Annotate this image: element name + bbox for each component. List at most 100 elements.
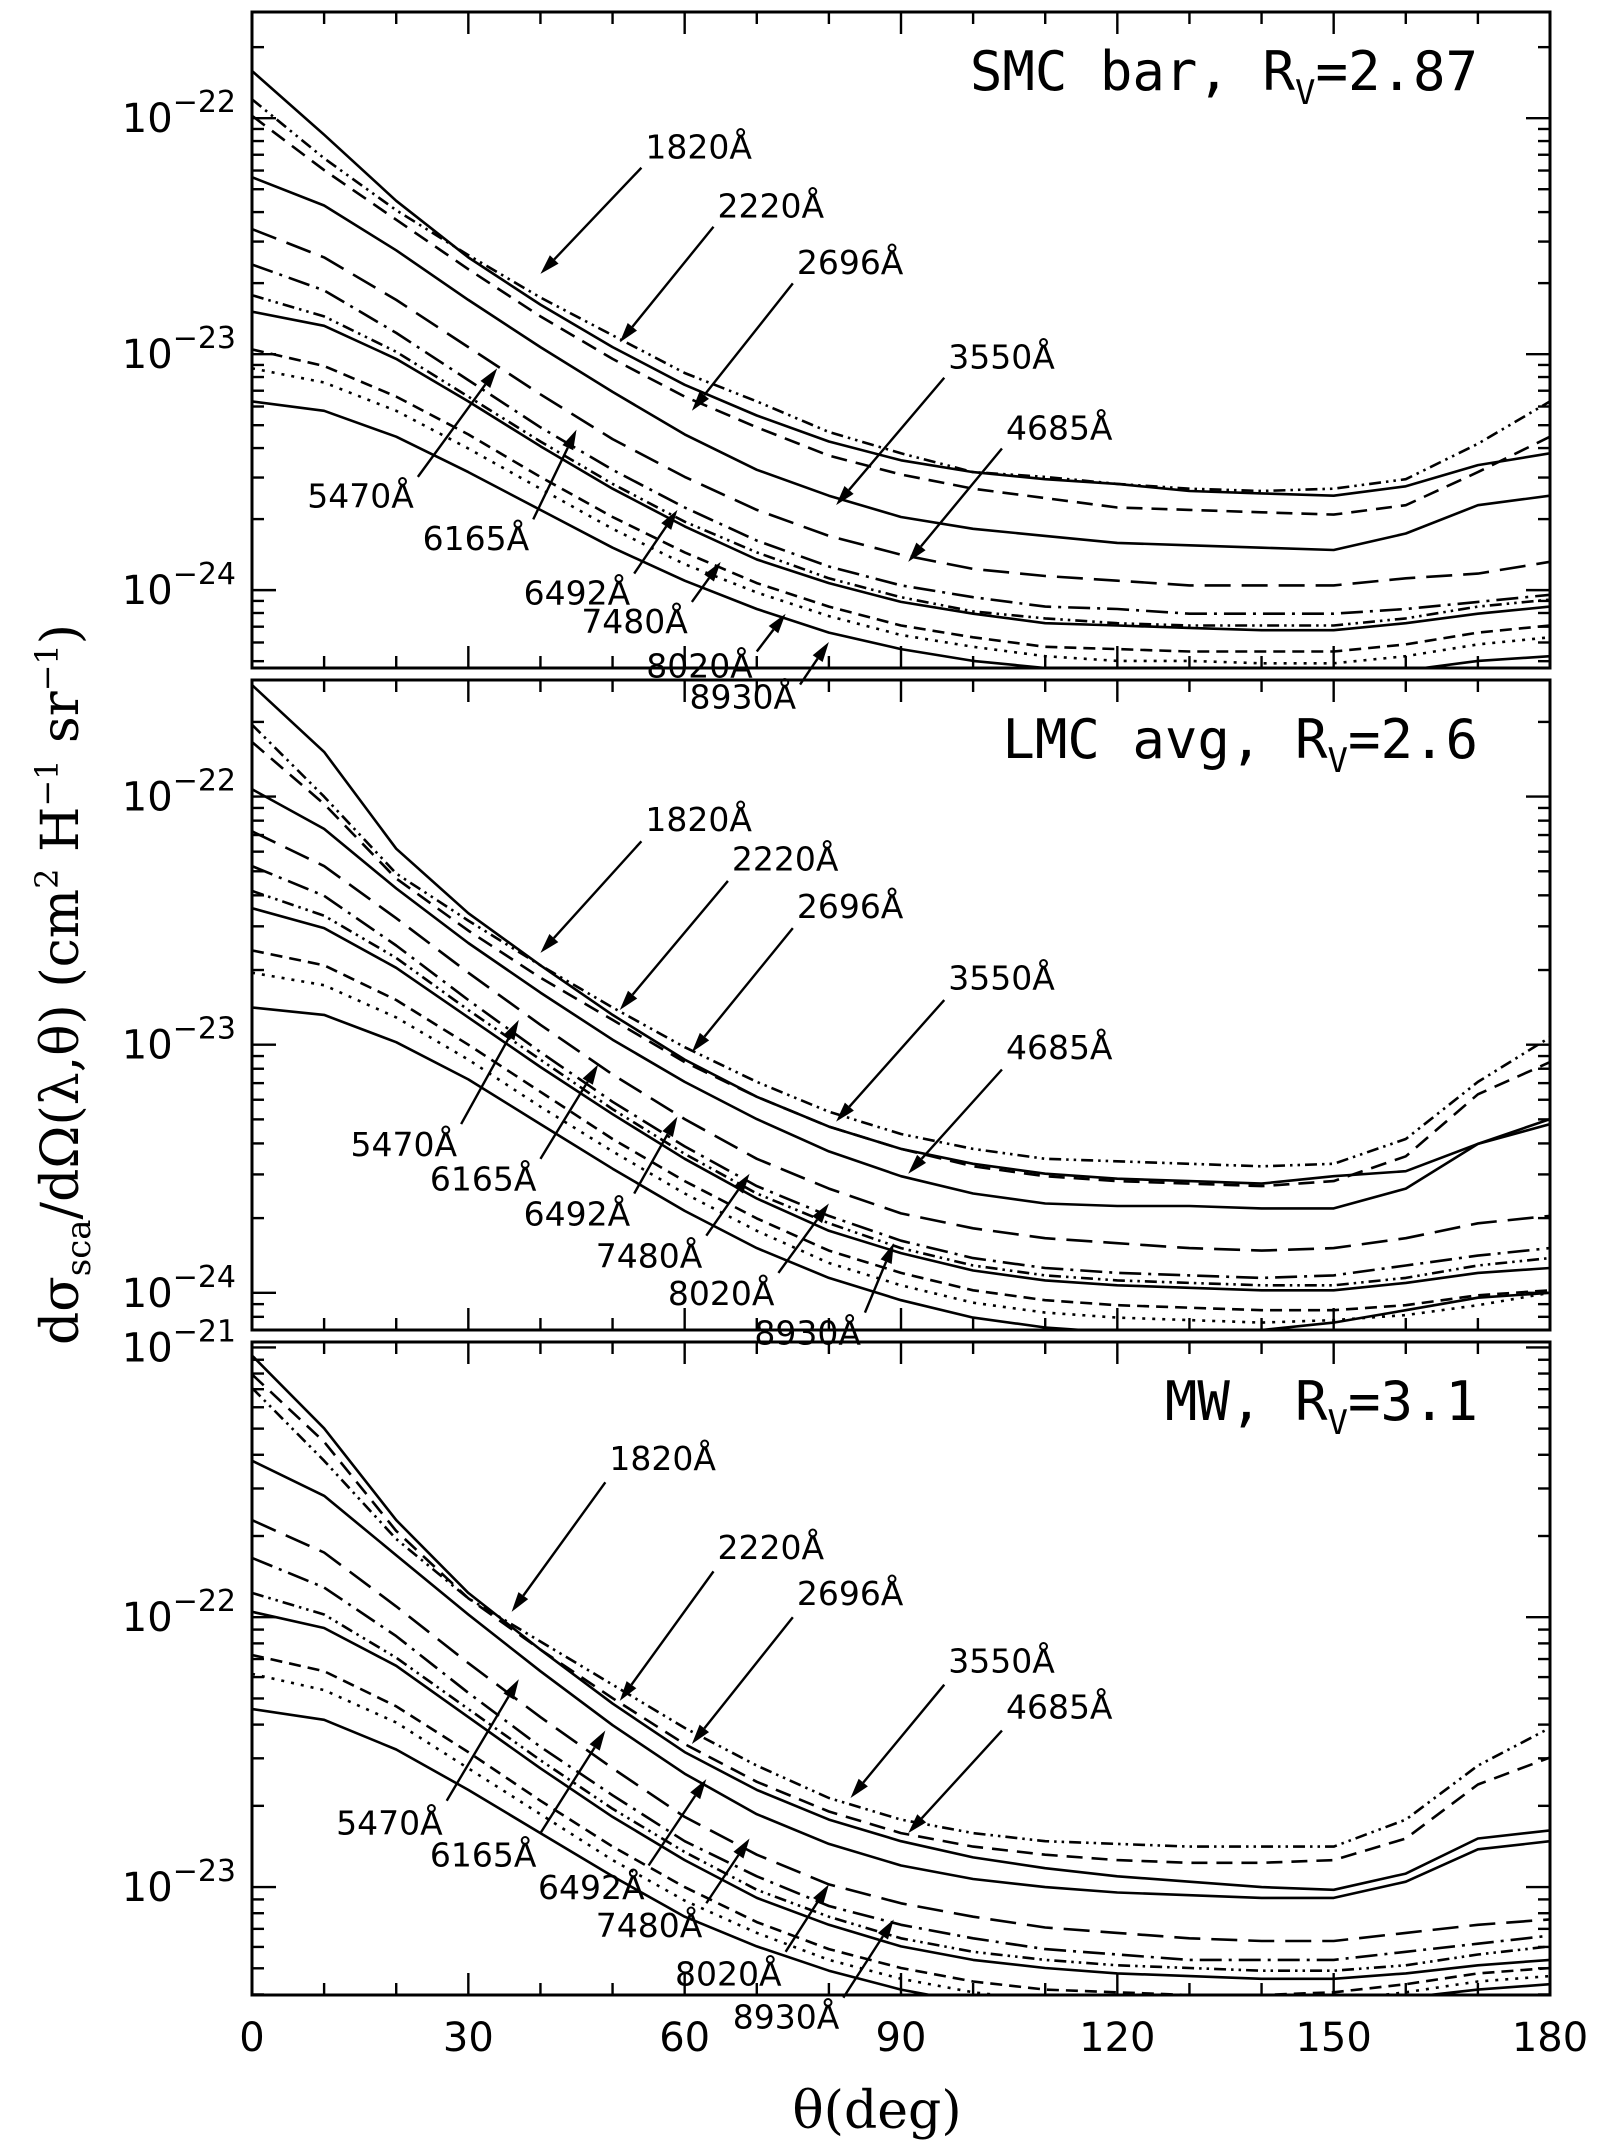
x-tick-label: 180: [1512, 2015, 1588, 2061]
x-tick-label: 60: [659, 2015, 710, 2061]
arrow-head: [691, 391, 710, 411]
arrow-1820A: [540, 166, 643, 274]
arrow-7480A: [690, 561, 721, 603]
arrow-head: [619, 990, 638, 1010]
y-label-rest: /dΩ(λ,θ) (cm: [31, 889, 91, 1220]
arrow-shaft: [784, 1900, 820, 1953]
arrow-shaft: [631, 225, 715, 328]
arrow-5470A: [445, 1679, 519, 1802]
y-tick-base: 10: [122, 1325, 173, 1371]
y-label-h-exp: −1: [28, 759, 66, 806]
panel-title-sub: V: [1295, 73, 1315, 113]
series-line-2696A: [252, 1373, 1550, 1865]
arrow-2220A: [619, 880, 729, 1010]
y-tick-label: 10−23: [122, 1012, 236, 1069]
y-tick-label: 10−23: [122, 1854, 236, 1911]
arrow-shaft: [705, 1189, 740, 1237]
y-tick-exponent: −22: [173, 764, 236, 799]
panel-title: MW, RV=3.1: [1165, 1370, 1478, 1443]
arrow-head: [880, 1243, 894, 1264]
wavelength-label: 3550Å: [948, 337, 1055, 377]
x-axis-label: θ(deg): [792, 2081, 961, 2141]
arrow-shaft: [690, 577, 711, 603]
wavelength-label: 4685Å: [1006, 1027, 1113, 1067]
arrow-2220A: [619, 1570, 715, 1701]
arrow-shaft: [842, 1935, 884, 1999]
series-line-3550A: [252, 788, 1550, 1210]
arrow-8930A: [863, 1243, 894, 1314]
wavelength-label: 7480Å: [596, 1236, 703, 1276]
arrow-1820A: [511, 1481, 607, 1612]
arrow-3550A: [836, 376, 946, 506]
arrow-6165A: [532, 429, 577, 520]
y-tick-exponent: −24: [173, 1260, 236, 1295]
x-tick-label: 0: [239, 2015, 264, 2061]
arrow-6492A: [647, 1779, 707, 1867]
arrow-3550A: [836, 999, 946, 1122]
wavelength-label: 3550Å: [948, 958, 1055, 998]
y-tick-base: 10: [122, 775, 173, 821]
wavelength-label: 2220Å: [718, 185, 825, 225]
arrow-head: [562, 429, 577, 451]
series-group: [252, 70, 1550, 668]
panel-title: LMC avg, RV=2.6: [1002, 708, 1478, 781]
y-tick-base: 10: [122, 96, 173, 142]
arrow-head: [503, 1679, 519, 1700]
panel-title: SMC bar, RV=2.87: [970, 40, 1478, 113]
arrow-head: [511, 1592, 529, 1612]
arrow-7480A: [705, 1173, 750, 1237]
y-label-sr: sr: [31, 691, 91, 759]
arrow-head: [908, 1154, 927, 1174]
arrow-shaft: [460, 1036, 511, 1125]
series-line-5470A: [252, 263, 1550, 615]
series-line-2220A: [252, 684, 1550, 1185]
y-tick-exponent: −22: [173, 85, 236, 120]
series-line-4685A: [252, 227, 1550, 587]
series-line-1820A: [252, 98, 1550, 493]
arrow-head: [908, 1814, 927, 1834]
arrow-5470A: [460, 1019, 519, 1125]
wavelength-label: 8930Å: [754, 1312, 861, 1352]
arrow-head: [768, 613, 786, 634]
arrow-shaft: [522, 1481, 607, 1597]
wavelength-label: 2696Å: [797, 1573, 904, 1613]
wavelength-label: 8930Å: [689, 676, 796, 716]
series-line-3550A: [252, 1459, 1550, 1900]
arrow-shaft: [445, 1695, 510, 1802]
arrow-shaft: [647, 1795, 697, 1867]
arrow-head: [662, 1116, 678, 1138]
arrow-shaft: [633, 525, 668, 575]
wavelength-label: 8020Å: [675, 1953, 782, 1993]
series-line-5470A: [252, 864, 1550, 1280]
x-tick-label: 30: [443, 2015, 494, 2061]
arrow-6492A: [633, 1116, 678, 1195]
arrow-8020A: [755, 613, 786, 653]
series-line-4685A: [252, 830, 1550, 1252]
y-tick-exponent: −23: [173, 321, 236, 356]
arrow-head: [661, 509, 678, 530]
arrow-head: [690, 1779, 707, 1800]
arrow-shaft: [920, 447, 1003, 548]
x-tick-label: 90: [876, 2015, 927, 2061]
y-tick-label: 10−24: [122, 557, 236, 614]
arrow-head: [850, 1778, 868, 1799]
arrow-8020A: [777, 1203, 829, 1274]
wavelength-label: 1820Å: [609, 1438, 716, 1478]
y-tick-label: 10−22: [122, 1584, 236, 1641]
arrow-shaft: [539, 1080, 589, 1160]
arrow-8020A: [784, 1884, 829, 1953]
wavelength-label: 1820Å: [645, 127, 752, 167]
series-group: [252, 1354, 1550, 1995]
arrow-shaft: [703, 1616, 794, 1730]
arrow-6492A: [633, 509, 678, 575]
wavelength-label: 8020Å: [668, 1273, 775, 1313]
wavelength-label: 2220Å: [732, 839, 839, 879]
wavelength-label: 4685Å: [1006, 407, 1113, 447]
arrow-shaft: [416, 383, 487, 478]
arrow-6165A: [539, 1730, 606, 1834]
arrow-shaft: [539, 1746, 596, 1834]
